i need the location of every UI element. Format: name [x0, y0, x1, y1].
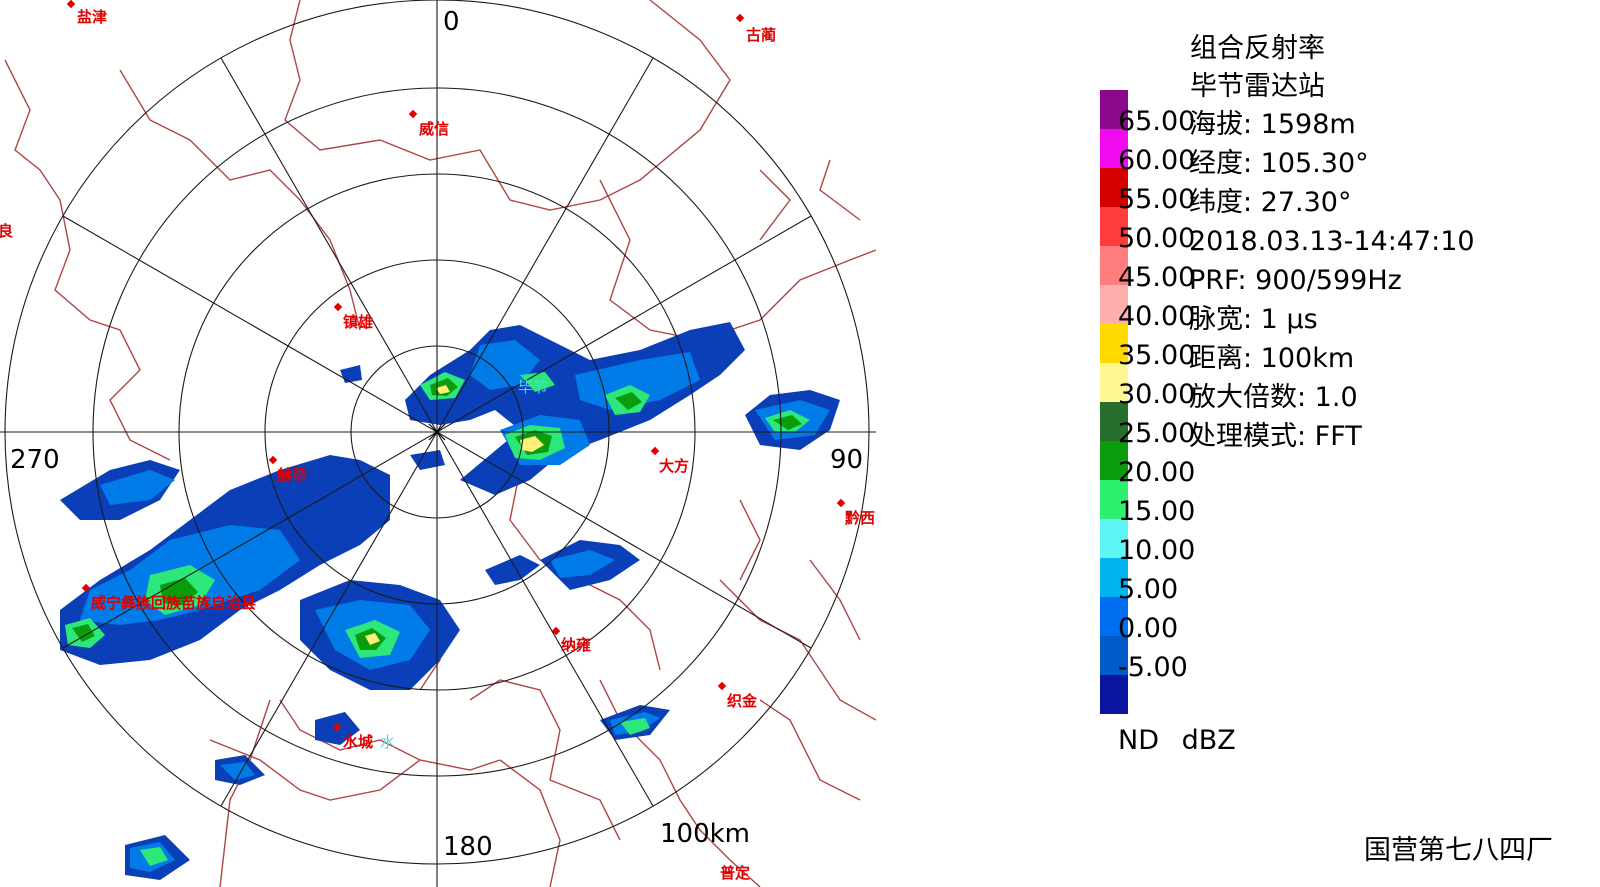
city-label-nayong: 纳雍 — [561, 636, 591, 654]
footer-credit: 国营第七八四厂 — [1364, 835, 1553, 866]
info-line: 脉宽: 1 μs — [1189, 304, 1318, 335]
info-line: 处理模式: FFT — [1189, 421, 1362, 452]
color-scale — [1100, 90, 1128, 714]
city-label-yiliang: 彝良 — [0, 222, 13, 240]
scale-swatch — [1100, 480, 1128, 519]
scale-tick-label: 40.00 — [1118, 301, 1196, 332]
info-line: 放大倍数: 1.0 — [1189, 382, 1358, 413]
scale-swatch — [1100, 129, 1128, 168]
scale-swatch — [1100, 636, 1128, 675]
city-markers — [66, 0, 846, 732]
city-label-weixin: 威信 — [419, 120, 449, 138]
unit-label: dBZ — [1181, 725, 1236, 756]
scale-tick-label: 65.00 — [1118, 106, 1196, 137]
city-label-zhenxiong: 镇雄 — [343, 313, 373, 331]
scale-tick-label: 15.00 — [1118, 496, 1196, 527]
water-label: 水 — [380, 733, 395, 751]
scale-swatch — [1100, 402, 1128, 441]
scale-swatch — [1100, 324, 1128, 363]
scale-swatch — [1100, 519, 1128, 558]
info-line: 距离: 100km — [1189, 343, 1355, 374]
city-label-yanjin: 盐津 — [77, 8, 107, 26]
scale-swatch — [1100, 558, 1128, 597]
city-label-puding: 普定 — [720, 864, 750, 882]
nd-label: ND — [1118, 725, 1159, 756]
scale-swatch — [1100, 675, 1128, 714]
scale-tick-label: -5.00 — [1118, 652, 1188, 683]
scale-tick-label: 5.00 — [1118, 574, 1179, 605]
range-label: 100km — [660, 819, 750, 849]
info-line: 海拔: 1598m — [1189, 109, 1356, 140]
scale-swatch — [1100, 597, 1128, 636]
radar-ppi-canvas: 盐津 古蔺 威信 彝良 镇雄 大方 赫章 黔西 威宁彝族回族苗族自治县 纳雍 织… — [0, 0, 876, 887]
city-label-zhijin: 织金 — [727, 692, 758, 710]
scale-swatch — [1100, 441, 1128, 480]
product-title: 组合反射率 — [1190, 33, 1325, 64]
scale-swatch — [1100, 285, 1128, 324]
scale-tick-label: 20.00 — [1118, 457, 1196, 488]
radar-center-marker — [428, 423, 446, 441]
scale-swatch — [1100, 168, 1128, 207]
scale-tick-label: 25.00 — [1118, 418, 1196, 449]
scale-swatch — [1100, 90, 1128, 129]
city-label-gulin: 古蔺 — [746, 26, 776, 44]
info-line: 经度: 105.30° — [1189, 148, 1369, 179]
radar-map: 盐津 古蔺 威信 彝良 镇雄 大方 赫章 黔西 威宁彝族回族苗族自治县 纳雍 织… — [0, 0, 876, 887]
echo-strong — [365, 385, 544, 645]
city-label-weining: 威宁彝族回族苗族自治县 — [91, 594, 256, 612]
scale-tick-label: 0.00 — [1118, 613, 1179, 644]
scale-tick-label: 60.00 — [1118, 145, 1196, 176]
scale-tick-label: 35.00 — [1118, 340, 1196, 371]
info-line: 2018.03.13-14:47:10 — [1189, 226, 1475, 257]
azimuth-label-east: 90 — [830, 445, 863, 475]
city-label-hezhang: 赫章 — [277, 466, 307, 484]
legend-panel: 组合反射率 毕节雷达站 65.00 60.00 55.00 50.00 45.00 40.… — [1100, 28, 1600, 788]
city-label-shuicheng: 水城 — [343, 733, 373, 751]
scale-tick-label: 45.00 — [1118, 262, 1196, 293]
scale-tick-label: 50.00 — [1118, 223, 1196, 254]
radar-station-label: 毕节 — [518, 378, 548, 396]
scale-tick-label: 10.00 — [1118, 535, 1196, 566]
azimuth-label-south: 180 — [443, 832, 493, 862]
scale-units: ND dBZ — [1118, 725, 1236, 756]
scale-swatch — [1100, 246, 1128, 285]
station-title: 毕节雷达站 — [1190, 71, 1325, 102]
city-label-dafang: 大方 — [659, 457, 689, 475]
city-label-qianxi: 黔西 — [845, 509, 875, 527]
info-line: 纬度: 27.30° — [1189, 187, 1352, 218]
azimuth-label-west: 270 — [10, 445, 60, 475]
scale-tick-label: 55.00 — [1118, 184, 1196, 215]
scale-swatch — [1100, 363, 1128, 402]
info-line: PRF: 900/599Hz — [1189, 265, 1402, 296]
azimuth-label-north: 0 — [443, 7, 460, 37]
scale-tick-label: 30.00 — [1118, 379, 1196, 410]
scale-swatch — [1100, 207, 1128, 246]
